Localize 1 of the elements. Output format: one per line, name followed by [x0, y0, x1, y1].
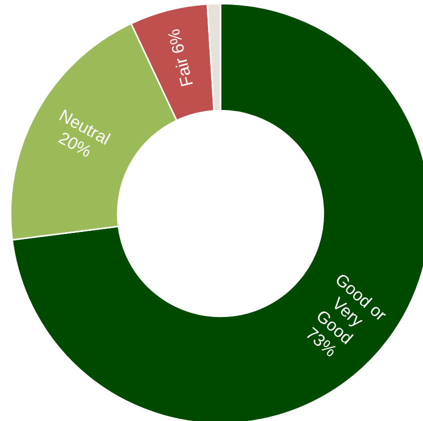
slice-label: Fair 6% [164, 27, 198, 89]
